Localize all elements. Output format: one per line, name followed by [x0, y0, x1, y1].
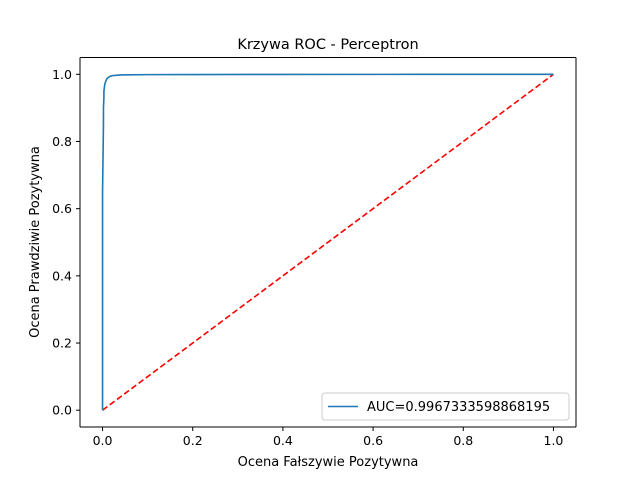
series-line-random-baseline [102, 73, 554, 411]
axes-frame [79, 57, 577, 428]
y-ticks: 0.0 0.2 0.4 0.6 0.8 1.0 [52, 67, 80, 418]
x-tick-label: 0.0 [93, 433, 113, 448]
series-layer [101, 73, 554, 411]
x-tick-label: 0.8 [453, 433, 473, 448]
y-tick-label: 0.4 [52, 268, 72, 283]
series-line-roc [101, 73, 554, 411]
legend-label: AUC=0.9967333598868195 [367, 400, 550, 415]
legend: AUC=0.9967333598868195 [321, 392, 570, 421]
chart-title: Krzywa ROC - Perceptron [237, 37, 418, 53]
x-tick-label: 1.0 [544, 433, 564, 448]
y-tick-label: 0.8 [52, 134, 72, 149]
x-axis-label: Ocena Fałszywie Pozytywna [238, 455, 419, 470]
x-tick-label: 0.6 [363, 433, 383, 448]
x-ticks: 0.0 0.2 0.4 0.6 0.8 1.0 [93, 427, 564, 448]
y-axis-label: Ocena Prawdziwie Pozytywna [28, 146, 43, 338]
y-tick-label: 0.2 [52, 336, 72, 351]
y-tick-label: 1.0 [52, 67, 72, 82]
y-tick-label: 0.0 [52, 403, 72, 418]
x-tick-label: 0.4 [273, 433, 293, 448]
x-tick-label: 0.2 [183, 433, 203, 448]
legend-box [321, 392, 570, 421]
y-tick-label: 0.6 [52, 201, 72, 216]
